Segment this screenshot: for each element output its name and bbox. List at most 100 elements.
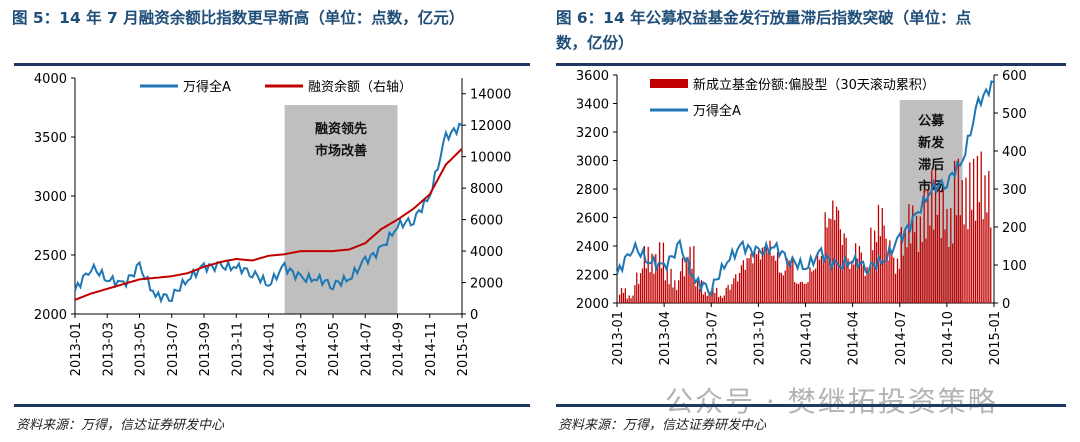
bar [847,258,849,303]
xtick-label: 2013-04 [658,311,673,365]
bar [723,295,725,303]
bar [784,270,786,303]
bar [854,243,857,303]
bar [955,215,958,303]
bar [660,268,663,303]
bar [693,246,695,303]
bar [887,260,889,303]
left-bottom-rule [14,404,530,407]
bar [845,237,847,303]
bar [942,189,944,303]
left-top-rule [14,63,530,66]
xtick-label: 2013-09 [198,322,213,376]
bar [811,271,813,303]
bar [986,212,988,303]
bar [780,272,783,303]
bar [744,269,746,303]
bar [866,267,868,303]
bar [714,293,716,303]
bar [719,295,722,303]
bar [912,205,914,303]
bar [769,240,771,303]
bar [952,243,954,303]
bar [626,298,628,303]
bar [651,253,653,303]
ytick-label: 2500 [34,249,67,264]
bar [969,162,971,303]
bar [638,283,640,303]
bar [634,285,636,303]
right-chart-title-line1: 图 6：14 年公募权益基金发行放量滞后指数突破（单位：点 [556,9,972,27]
bar [931,170,933,303]
bar [754,251,756,303]
bar [700,280,703,303]
xtick-label: 2013-10 [752,311,767,365]
bar [630,298,632,303]
y2tick-label: 100 [1002,259,1027,274]
ytick-label: 3400 [576,98,609,113]
bar [830,219,832,303]
ytick-label: 3000 [576,155,609,170]
y2tick-label: 14000 [470,88,511,103]
bar [959,215,961,303]
bar [864,275,866,303]
bar [841,244,843,303]
bar [940,237,942,303]
bar [674,280,676,303]
bar [868,272,870,303]
bar [697,280,699,303]
bar [910,243,912,303]
xtick-label: 2014-01 [263,322,278,376]
bar [904,228,906,303]
bar [908,204,910,303]
bar [636,272,638,303]
y2tick-label: 400 [1002,145,1027,160]
bar [799,281,802,303]
bar [858,246,861,303]
bar [655,254,657,303]
bar [883,225,885,303]
bar [773,255,775,303]
bar [818,259,821,303]
y2tick-label: 6000 [470,214,503,229]
bar [662,242,665,303]
bar [872,250,874,303]
xtick-label: 2014-10 [941,311,956,365]
bar [628,295,630,303]
y2tick-label: 2000 [470,277,503,292]
bar [767,252,769,303]
bar [982,219,984,303]
y2tick-label: 0 [470,308,478,323]
y2tick-label: 600 [1002,69,1027,84]
bar [647,246,649,303]
ytick-label: 3600 [576,69,609,84]
bar [668,284,670,303]
bar [988,170,990,303]
bar [875,242,878,303]
bar [740,265,743,303]
xtick-label: 2013-03 [101,322,116,376]
y2tick-label: 10000 [470,151,511,166]
bar [978,202,980,303]
bar [826,227,828,303]
bar [927,189,929,303]
bar [832,200,834,303]
bar [913,232,916,303]
bar [731,284,733,303]
series-line [616,80,995,296]
bar [716,287,718,303]
bar [925,238,927,303]
bar [752,263,754,303]
bar [984,175,986,303]
y2tick-label: 8000 [470,182,503,197]
bar [725,287,727,303]
bar [776,252,779,303]
bar [961,180,963,303]
ytick-label: 2800 [576,183,609,198]
left-source: 资料来源：万得，信达证券研发中心 [16,418,225,433]
bar [778,272,781,303]
bar [782,275,784,303]
bar [971,209,973,303]
bar [815,268,817,303]
